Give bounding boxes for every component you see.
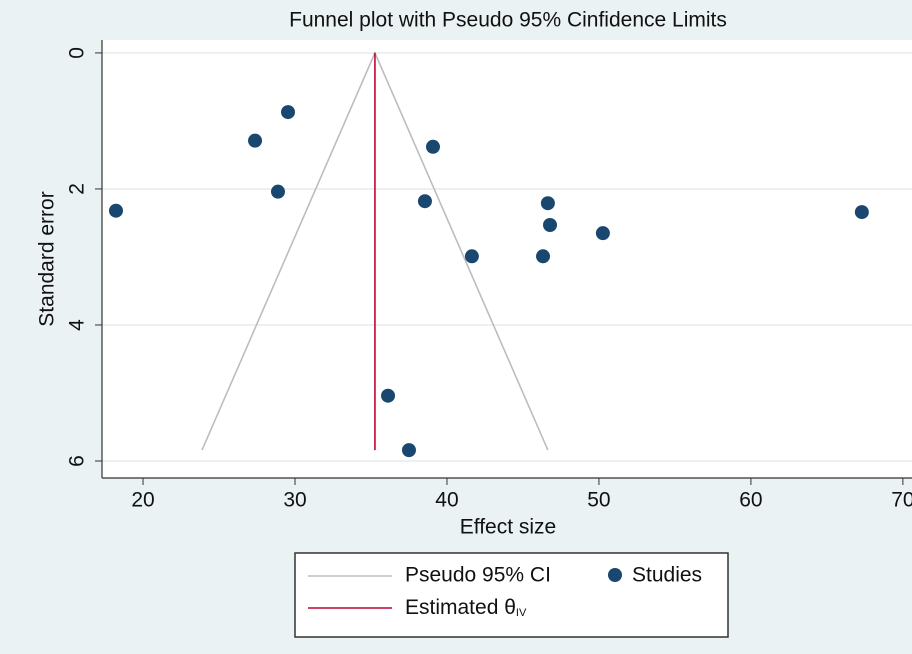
x-tick-label: 30 (283, 489, 306, 512)
y-tick-label: 6 (66, 455, 89, 467)
legend-label: Estimated θIV (405, 596, 527, 619)
study-point (464, 249, 479, 264)
x-tick-label: 60 (739, 489, 762, 512)
legend-label-text: Estimated θ (405, 596, 516, 619)
study-point (248, 133, 263, 148)
legend (294, 552, 729, 638)
study-point (417, 194, 432, 209)
study-point (536, 249, 551, 264)
legend-label-subscript: IV (516, 607, 527, 619)
legend-label: Pseudo 95% CI (405, 564, 551, 587)
study-point (543, 217, 558, 232)
x-tick-label: 70 (891, 489, 912, 512)
y-tick-label: 0 (66, 47, 89, 59)
study-point (381, 388, 396, 403)
legend-swatch (608, 568, 622, 582)
x-tick-label: 20 (131, 489, 154, 512)
study-point (270, 184, 285, 199)
y-tick-label: 4 (66, 319, 89, 331)
plot-area (102, 40, 912, 478)
study-point (854, 205, 869, 220)
study-point (595, 226, 610, 241)
y-tick-label: 2 (66, 183, 89, 195)
study-point (281, 105, 296, 120)
study-point (540, 196, 555, 211)
x-axis-label: Effect size (460, 516, 557, 539)
chart-title: Funnel plot with Pseudo 95% Cinfidence L… (289, 9, 727, 32)
y-axis-label: Standard error (36, 191, 59, 326)
study-point (425, 139, 440, 154)
study-point (401, 443, 416, 458)
legend-label: Studies (632, 564, 702, 587)
study-point (108, 203, 123, 218)
x-tick-label: 40 (435, 489, 458, 512)
x-tick-label: 50 (587, 489, 610, 512)
